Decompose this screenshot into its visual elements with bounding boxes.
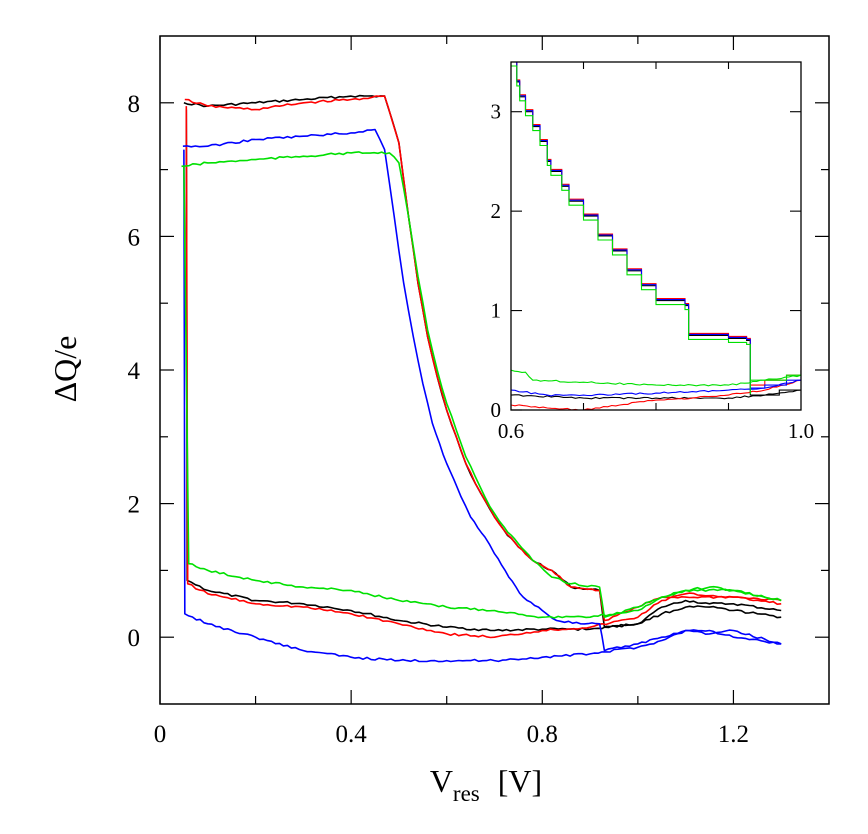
x-tick-label: 0.8	[527, 721, 558, 748]
x-tick-label: 0.4	[336, 721, 368, 748]
series-red-up-sweep	[184, 95, 782, 622]
inset-y-tick-label: 1	[491, 299, 502, 323]
x-tick-label: 1.2	[718, 721, 749, 748]
inset-series-green-lower	[511, 369, 801, 387]
x-axis-label-sub: res	[453, 781, 480, 806]
inset-background	[511, 62, 801, 410]
inset-series-black-lower	[511, 389, 801, 400]
y-tick-label: 8	[128, 91, 141, 118]
inset-x-tick-label: 0.6	[498, 419, 524, 443]
main-axis-ticks: 0 0.4 0.8 1.2 0 2 4 6 8	[128, 36, 829, 748]
inset-x-tick-label: 1.0	[788, 419, 814, 443]
main-series-group	[181, 94, 782, 663]
series-green-down-sweep	[183, 166, 782, 619]
inset-series-red-lower	[511, 379, 801, 410]
series-red-down-sweep	[185, 106, 782, 639]
y-tick-label: 6	[128, 224, 141, 251]
y-tick-label: 2	[128, 492, 141, 519]
x-axis-label-main: V	[430, 763, 453, 799]
inset-series-green-staircase	[511, 65, 801, 395]
y-tick-label: 0	[128, 625, 141, 652]
inset-series-blue-lower	[511, 379, 801, 397]
inset-series-group	[511, 62, 801, 410]
series-black-down-sweep	[185, 109, 782, 632]
series-blue-up-sweep	[182, 128, 782, 652]
y-axis-label: ΔQ/e	[47, 336, 83, 403]
x-axis-label: Vres [V]	[430, 763, 542, 806]
y-tick-label: 4	[128, 358, 141, 385]
series-blue-down-sweep	[183, 149, 782, 663]
inset-y-tick-label: 2	[491, 199, 502, 223]
inset-y-tick-label: 0	[491, 398, 502, 422]
inset-y-tick-label: 3	[491, 100, 502, 124]
inset-axis-ticks: 0.6 1.0 0 1 2 3	[491, 62, 814, 443]
x-tick-label: 0	[154, 721, 167, 748]
x-axis-label-unit: [V]	[498, 763, 542, 799]
